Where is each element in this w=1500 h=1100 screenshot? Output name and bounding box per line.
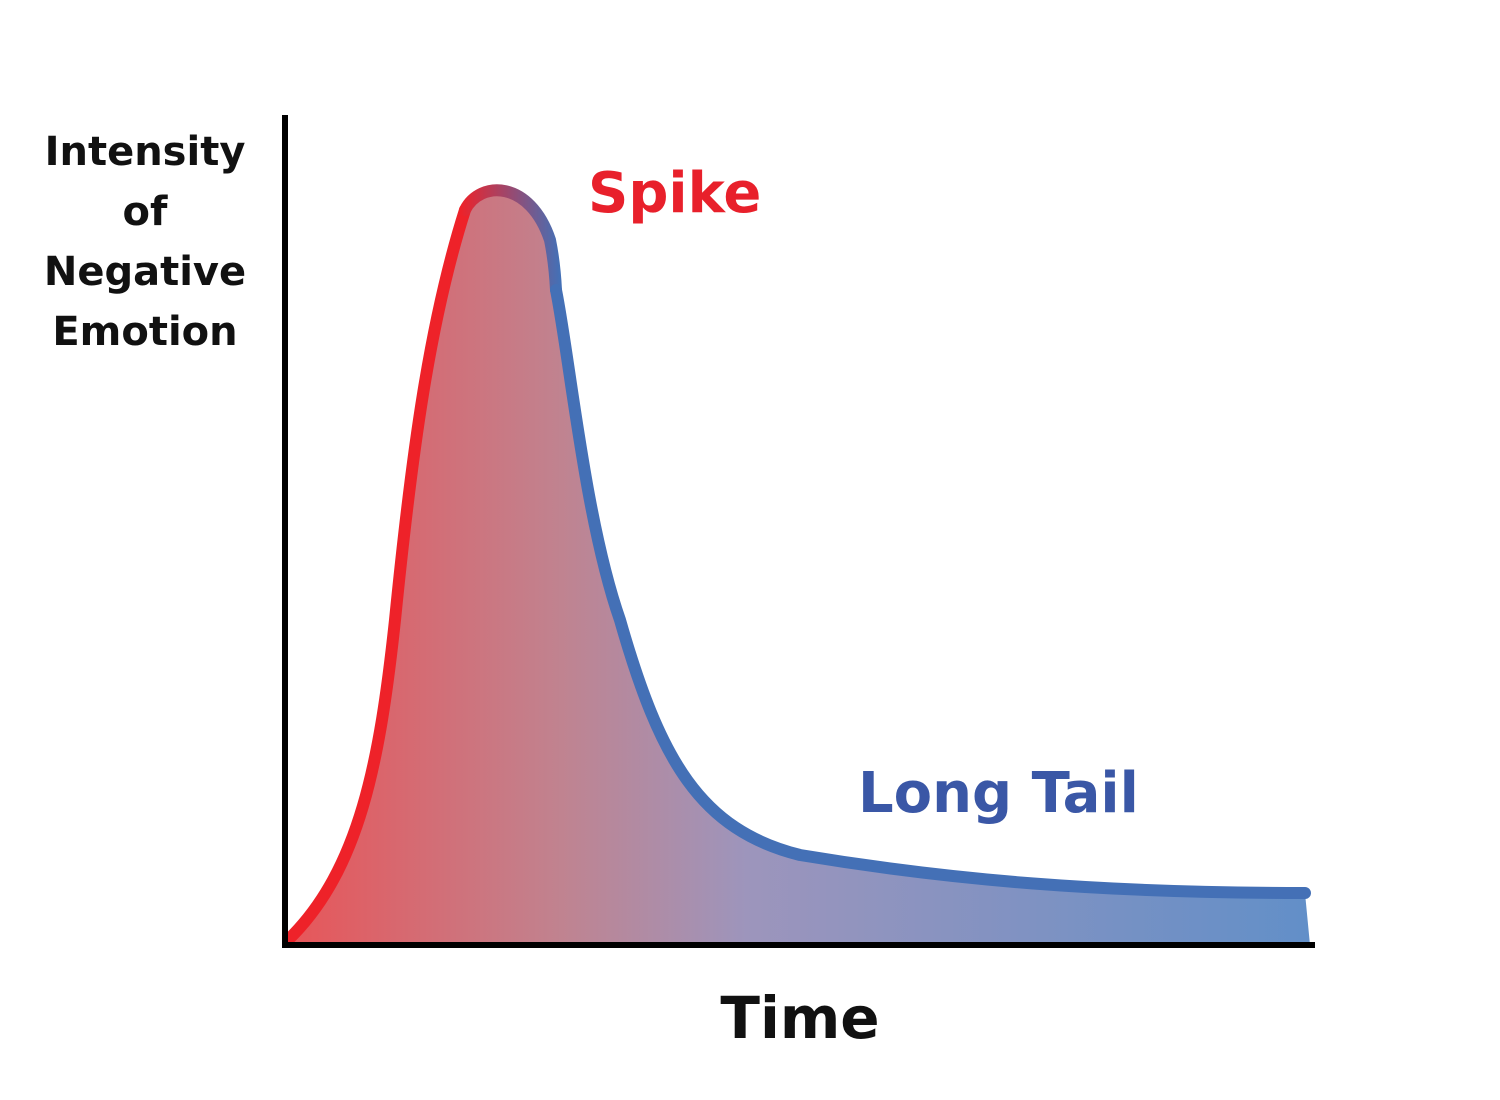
long-tail-label: Long Tail	[858, 761, 1139, 826]
curve-fill-area	[288, 190, 1310, 945]
long-tail-curve-line	[550, 284, 1311, 899]
y-axis-label-line-4: Emotion	[52, 309, 237, 355]
y-axis-label-line-2: of	[123, 189, 168, 235]
y-axis-label: Intensity of Negative Emotion	[44, 129, 246, 355]
spike-peak-cap	[459, 184, 562, 296]
y-axis-label-line-3: Negative	[44, 249, 246, 295]
x-axis-label: Time	[720, 984, 879, 1052]
y-axis-label-line-1: Intensity	[45, 129, 246, 175]
spike-curve-line	[282, 204, 471, 946]
spike-label: Spike	[588, 161, 761, 226]
